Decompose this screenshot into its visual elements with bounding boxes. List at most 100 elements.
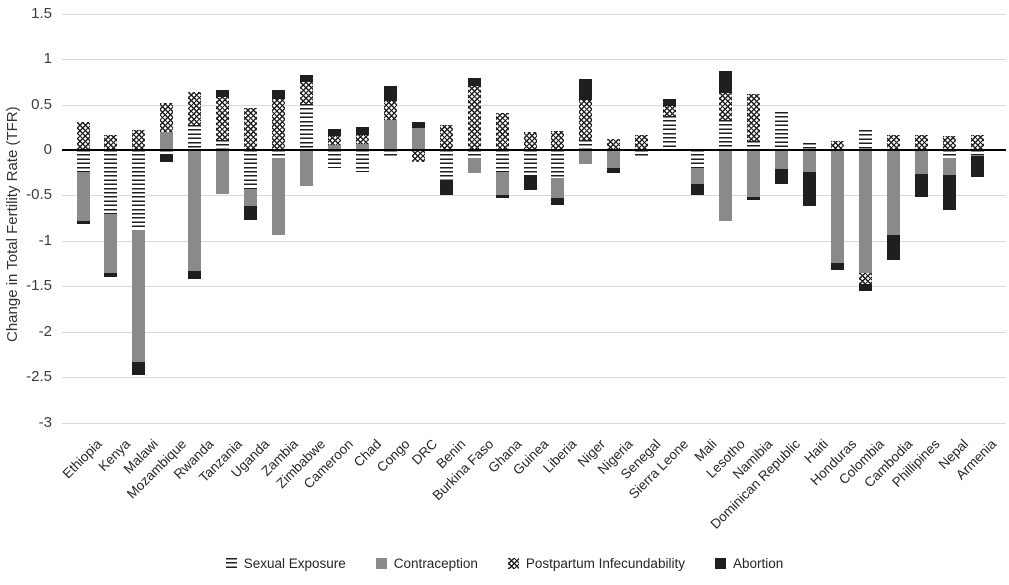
- bar-segment-postpartum-infecundability: [887, 135, 900, 150]
- bar-segment-sexual-exposure: [719, 120, 732, 150]
- bar-segment-contraception: [272, 158, 285, 235]
- bar-segment-sexual-exposure: [943, 150, 956, 160]
- bar-segment-abortion: [272, 90, 285, 100]
- bar-segment-abortion: [691, 183, 704, 196]
- bar-segment-postpartum-infecundability: [77, 121, 90, 150]
- bar-segment-sexual-exposure: [356, 150, 369, 172]
- bar-segment-abortion: [244, 206, 257, 220]
- gridline: [62, 241, 1006, 242]
- bar-segment-postpartum-infecundability: [607, 139, 620, 150]
- bar-segment-contraception: [551, 178, 564, 199]
- bar-segment-contraception: [244, 189, 257, 207]
- bar-segment-contraception: [160, 131, 173, 150]
- bar-segment-sexual-exposure: [579, 140, 592, 150]
- bar-segment-abortion: [496, 194, 509, 199]
- legend-label: Contraception: [393, 556, 478, 571]
- bar-segment-abortion: [887, 234, 900, 260]
- bar-segment-postpartum-infecundability: [915, 135, 928, 150]
- bar-segment-postpartum-infecundability: [132, 130, 145, 150]
- bar-segment-sexual-exposure: [496, 150, 509, 172]
- bar-segment-abortion: [160, 155, 173, 162]
- bar-segment-contraception: [803, 150, 816, 172]
- bar-segment-postpartum-infecundability: [356, 135, 369, 144]
- bar-segment-abortion: [663, 99, 676, 107]
- bar-segment-contraception: [216, 150, 229, 194]
- bar-segment-abortion: [77, 220, 90, 224]
- bar-segment-sexual-exposure: [188, 125, 201, 150]
- legend-item-sexual-exposure: Sexual Exposure: [225, 556, 346, 571]
- gridline: [62, 332, 1006, 333]
- bar-segment-contraception: [132, 229, 145, 362]
- abortion-swatch-icon: [714, 558, 726, 569]
- gridline: [62, 423, 1006, 424]
- legend-item-abortion: Abortion: [714, 556, 784, 571]
- bar-segment-sexual-exposure: [104, 150, 117, 216]
- bar-segment-contraception: [943, 159, 956, 176]
- bar-segment-contraception: [579, 150, 592, 164]
- bar-segment-sexual-exposure: [244, 150, 257, 190]
- bar-segment-postpartum-infecundability: [188, 91, 201, 126]
- y-tick-label: -3: [38, 414, 52, 431]
- bar-segment-contraception: [915, 150, 928, 174]
- bar-segment-abortion: [551, 198, 564, 205]
- sexual-exposure-swatch-icon: [225, 558, 237, 569]
- bar-segment-postpartum-infecundability: [496, 112, 509, 150]
- bar-segment-sexual-exposure: [775, 111, 788, 150]
- gridline: [62, 59, 1006, 60]
- gridline: [62, 195, 1006, 196]
- bar-segment-abortion: [300, 74, 313, 82]
- contraception-swatch-icon: [375, 558, 387, 569]
- bar-segment-abortion: [579, 79, 592, 100]
- bar-segment-contraception: [691, 168, 704, 184]
- bar-segment-postpartum-infecundability: [579, 100, 592, 140]
- bar-segment-contraception: [887, 150, 900, 235]
- legend: Sexual Exposure Contraception Postpartum…: [0, 556, 1009, 571]
- bar-segment-contraception: [384, 120, 397, 150]
- bar-segment-postpartum-infecundability: [412, 150, 425, 162]
- bar-segment-abortion: [971, 156, 984, 178]
- bar-segment-sexual-exposure: [328, 150, 341, 169]
- bar-segment-contraception: [775, 150, 788, 170]
- bar-segment-contraception: [77, 171, 90, 221]
- bar-segment-abortion: [440, 179, 453, 195]
- legend-item-contraception: Contraception: [375, 556, 478, 571]
- legend-label: Sexual Exposure: [243, 556, 346, 571]
- bar-segment-sexual-exposure: [635, 150, 648, 158]
- bar-segment-sexual-exposure: [77, 150, 90, 172]
- bar-segment-postpartum-infecundability: [300, 81, 313, 104]
- bar-segment-abortion: [803, 171, 816, 207]
- bar-segment-contraception: [607, 150, 620, 169]
- bar-segment-sexual-exposure: [272, 150, 285, 159]
- bar-segment-abortion: [775, 169, 788, 184]
- gridline: [62, 377, 1006, 378]
- y-tick-label: 1.5: [31, 5, 52, 22]
- bar-segment-sexual-exposure: [468, 150, 481, 160]
- bar-segment-postpartum-infecundability: [663, 106, 676, 117]
- bar-segment-sexual-exposure: [551, 150, 564, 179]
- bar-segment-sexual-exposure: [384, 150, 397, 158]
- bar-segment-postpartum-infecundability: [524, 131, 537, 150]
- bar-segment-postpartum-infecundability: [440, 124, 453, 150]
- y-tick-label: -2: [38, 323, 52, 340]
- zero-axis-line: [62, 149, 1006, 151]
- bar-segment-sexual-exposure: [747, 140, 760, 150]
- bar-segment-postpartum-infecundability: [635, 135, 648, 150]
- bar-segment-abortion: [412, 121, 425, 129]
- bar-segment-postpartum-infecundability: [859, 272, 872, 284]
- bar-segment-postpartum-infecundability: [831, 140, 844, 150]
- bar-segment-postpartum-infecundability: [719, 92, 732, 120]
- bar-segment-postpartum-infecundability: [272, 99, 285, 150]
- bar-segment-contraception: [300, 150, 313, 187]
- bar-segment-contraception: [328, 145, 341, 150]
- bar-segment-abortion: [384, 86, 397, 101]
- bar-segment-sexual-exposure: [132, 150, 145, 230]
- bar-segment-abortion: [719, 70, 732, 93]
- bar-segment-contraception: [468, 159, 481, 173]
- bar-segment-abortion: [328, 129, 341, 137]
- bar-segment-postpartum-infecundability: [551, 130, 564, 150]
- bar-segment-contraception: [719, 150, 732, 221]
- y-tick-label: 0: [43, 141, 52, 158]
- legend-label: Abortion: [732, 556, 784, 571]
- bar-segment-contraception: [188, 150, 201, 271]
